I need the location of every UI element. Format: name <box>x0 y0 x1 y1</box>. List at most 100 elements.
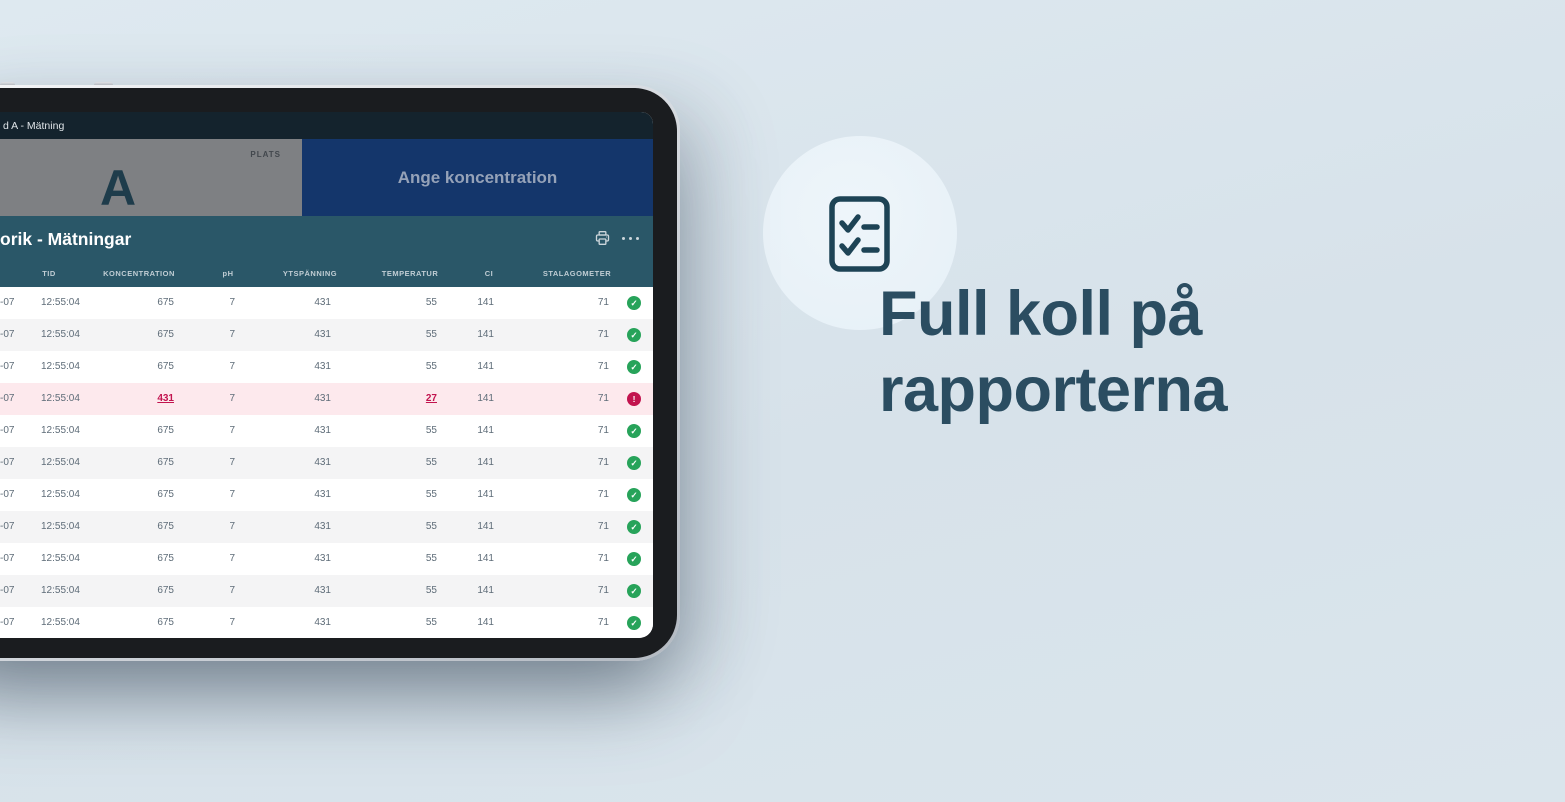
table-row[interactable]: -07 12:55:04 431 7 431 27 141 71 ! <box>0 383 653 415</box>
cell-stalagometer: 71 <box>597 329 609 340</box>
cell-tid: 12:55:04 <box>41 297 80 308</box>
cell-ytspanning: 431 <box>314 361 331 372</box>
icon-circle <box>763 136 957 330</box>
status-icon: ✓ <box>627 616 641 630</box>
cell-ytspanning: 431 <box>314 393 331 404</box>
cell-temperatur: 55 <box>425 297 437 308</box>
location-value: A <box>100 160 137 216</box>
table-row[interactable]: -07 12:55:04 675 7 431 55 141 71 ✓ <box>0 479 653 511</box>
table-row[interactable]: -07 12:55:04 675 7 431 55 141 71 ✓ <box>0 319 653 351</box>
cell-koncentration: 675 <box>157 585 174 596</box>
cell-ph: 7 <box>229 297 235 308</box>
more-options-icon[interactable] <box>622 237 640 241</box>
panels-row: l PLATS A Ange koncentration <box>0 139 653 216</box>
column-header-koncentration: KONCENTRATION <box>103 269 175 278</box>
status-icon: ✓ <box>627 360 641 374</box>
hero-heading-line1: Full koll på <box>879 279 1203 349</box>
cell-tid: 12:55:04 <box>41 425 80 436</box>
cell-stalagometer: 71 <box>597 553 609 564</box>
location-panel: l PLATS A <box>0 139 302 216</box>
cell-stalagometer: 71 <box>597 297 609 308</box>
cell-tid: 12:55:04 <box>41 393 80 404</box>
cell-date: -07 <box>0 489 15 500</box>
status-icon: ✓ <box>627 488 641 502</box>
table-row[interactable]: -07 12:55:04 675 7 431 55 141 71 ✓ <box>0 351 653 383</box>
cell-tid: 12:55:04 <box>41 521 80 532</box>
cell-stalagometer: 71 <box>597 457 609 468</box>
history-title: orik - Mätningar <box>0 229 132 249</box>
table-row[interactable]: -07 12:55:04 675 7 431 55 141 71 ✓ <box>0 287 653 319</box>
cell-temperatur: 55 <box>425 521 437 532</box>
cell-ci: 141 <box>477 425 494 436</box>
cell-koncentration: 675 <box>157 329 174 340</box>
table-row[interactable]: -07 12:55:04 675 7 431 55 141 71 ✓ <box>0 607 653 638</box>
cell-ci: 141 <box>477 553 494 564</box>
cell-ph: 7 <box>229 617 235 628</box>
plats-label: PLATS <box>250 150 281 159</box>
column-header-ytspanning: YTSPÄNNING <box>282 269 338 278</box>
table-row[interactable]: -07 12:55:04 675 7 431 55 141 71 ✓ <box>0 447 653 479</box>
status-icon: ✓ <box>627 328 641 342</box>
printer-icon[interactable] <box>594 230 611 246</box>
cell-ci: 141 <box>477 457 494 468</box>
hero-heading-line2: rapporterna <box>879 355 1228 425</box>
cell-temperatur: 27 <box>425 393 437 404</box>
table-row[interactable]: -07 12:55:04 675 7 431 55 141 71 ✓ <box>0 415 653 447</box>
table-row[interactable]: -07 12:55:04 675 7 431 55 141 71 ✓ <box>0 543 653 575</box>
cell-date: -07 <box>0 297 15 308</box>
cell-ytspanning: 431 <box>314 617 331 628</box>
cell-koncentration: 675 <box>157 457 174 468</box>
cell-stalagometer: 71 <box>597 617 609 628</box>
cell-ci: 141 <box>477 521 494 532</box>
column-header-ph: pH <box>222 269 234 278</box>
cell-stalagometer: 71 <box>597 361 609 372</box>
column-header-stalagometer: STALAGOMETER <box>542 269 612 278</box>
table-row[interactable]: -07 12:55:04 675 7 431 55 141 71 ✓ <box>0 511 653 543</box>
cell-date: -07 <box>0 553 15 564</box>
cell-date: -07 <box>0 521 15 532</box>
status-icon: ✓ <box>627 456 641 470</box>
cell-tid: 12:55:04 <box>41 553 80 564</box>
cell-tid: 12:55:04 <box>41 617 80 628</box>
table-row[interactable]: -07 12:55:04 675 7 431 55 141 71 ✓ <box>0 575 653 607</box>
cell-temperatur: 55 <box>425 361 437 372</box>
cell-koncentration: 675 <box>157 489 174 500</box>
status-icon: ✓ <box>627 584 641 598</box>
cell-ph: 7 <box>229 329 235 340</box>
cell-koncentration: 675 <box>157 521 174 532</box>
cell-ytspanning: 431 <box>314 489 331 500</box>
column-header-ci: CI <box>484 269 494 278</box>
enter-concentration-button[interactable]: Ange koncentration <box>302 139 653 216</box>
cell-koncentration: 675 <box>157 361 174 372</box>
cell-ci: 141 <box>477 361 494 372</box>
cell-ytspanning: 431 <box>314 457 331 468</box>
cell-temperatur: 55 <box>425 585 437 596</box>
cell-ph: 7 <box>229 521 235 532</box>
cell-ci: 141 <box>477 393 494 404</box>
cell-temperatur: 55 <box>425 617 437 628</box>
cell-tid: 12:55:04 <box>41 329 80 340</box>
cell-date: -07 <box>0 329 15 340</box>
cell-ph: 7 <box>229 489 235 500</box>
cell-date: -07 <box>0 585 15 596</box>
cell-ci: 141 <box>477 585 494 596</box>
cell-date: -07 <box>0 617 15 628</box>
cell-date: -07 <box>0 393 15 404</box>
cell-koncentration: 675 <box>157 425 174 436</box>
cell-tid: 12:55:04 <box>41 585 80 596</box>
cell-date: -07 <box>0 425 15 436</box>
status-icon: ✓ <box>627 424 641 438</box>
cell-ph: 7 <box>229 361 235 372</box>
cell-tid: 12:55:04 <box>41 489 80 500</box>
cell-ph: 7 <box>229 585 235 596</box>
app-title: d A - Mätning <box>3 119 65 132</box>
cell-temperatur: 55 <box>425 457 437 468</box>
checklist-icon <box>829 196 890 272</box>
status-icon: ✓ <box>627 520 641 534</box>
cell-date: -07 <box>0 457 15 468</box>
cell-ytspanning: 431 <box>314 329 331 340</box>
column-header-temperatur: TEMPERATUR <box>381 269 439 278</box>
cell-koncentration: 675 <box>157 553 174 564</box>
cell-temperatur: 55 <box>425 489 437 500</box>
status-icon: ! <box>627 392 641 406</box>
